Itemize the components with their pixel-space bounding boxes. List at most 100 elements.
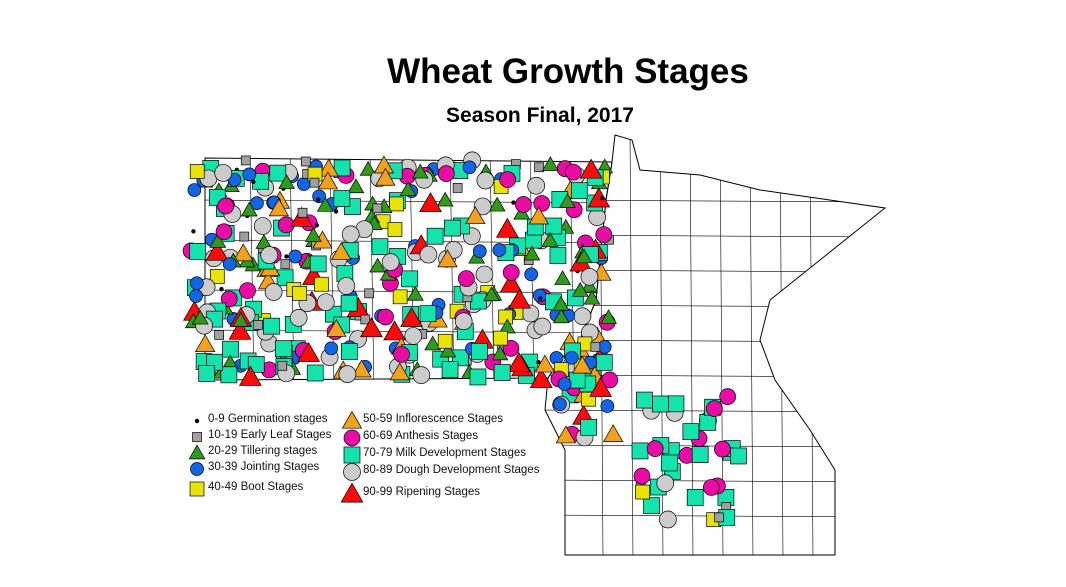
marker-triangle [317, 171, 339, 190]
marker-triangle [326, 318, 347, 337]
marker-circle [533, 195, 551, 212]
marker-square [471, 342, 488, 360]
marker-square [275, 340, 292, 358]
marker-triangle [194, 334, 216, 352]
marker-triangle [552, 295, 570, 311]
marker-triangle [579, 158, 603, 179]
marker-circle [412, 366, 431, 384]
marker-circle [719, 388, 737, 405]
legend-circle-icon [343, 463, 361, 481]
marker-circle [337, 277, 356, 295]
marker-dot [314, 223, 319, 228]
marker-square [340, 294, 358, 312]
marker-circle [633, 467, 651, 485]
marker-circle [187, 183, 202, 197]
marker-triangle [369, 257, 386, 273]
marker-square [595, 354, 613, 371]
marker-square [661, 454, 678, 472]
marker-triangle [209, 233, 227, 248]
marker-circle [338, 365, 357, 383]
marker-square [333, 190, 351, 207]
marker-triangle [559, 193, 576, 209]
marker-square [493, 364, 511, 381]
marker-circle [324, 341, 339, 356]
marker-circle [475, 265, 494, 284]
marker-square [714, 512, 724, 523]
marker-circle [595, 226, 613, 243]
marker-circle [189, 289, 203, 303]
marker-triangle [278, 174, 296, 189]
legend-square-icon [343, 446, 361, 464]
marker-circle [600, 399, 615, 413]
marker-triangle [375, 167, 396, 186]
marker-dot [511, 200, 516, 205]
marker-square [277, 360, 288, 371]
marker-triangle [534, 354, 556, 373]
marker-triangle [602, 424, 624, 442]
marker-triangle [411, 163, 429, 179]
marker-circle [214, 164, 233, 182]
marker-square [214, 330, 225, 340]
observation-markers [182, 151, 747, 529]
marker-circle [646, 440, 664, 457]
marker-square [240, 155, 251, 166]
legend-label: 0-9 Germination stages [208, 413, 328, 425]
marker-square [198, 365, 216, 382]
marker-circle [573, 307, 592, 326]
marker-triangle [555, 425, 577, 444]
marker-square [306, 364, 324, 382]
marker-square [682, 423, 700, 440]
marker-circle [462, 160, 477, 175]
marker-square [263, 317, 280, 335]
legend-triangle-icon [341, 410, 363, 429]
marker-square [443, 219, 461, 237]
marker-square [314, 276, 329, 292]
marker-square [635, 484, 650, 500]
marker-triangle [552, 308, 570, 324]
legend-dot-icon [194, 418, 200, 424]
marker-triangle [436, 191, 454, 207]
marker-triangle [304, 227, 322, 242]
marker-square [570, 182, 588, 200]
marker-circle [454, 312, 473, 331]
marker-triangle [297, 341, 321, 362]
legend-label: 40-49 Boot Stages [208, 481, 304, 493]
marker-triangle [239, 365, 262, 386]
marker-circle [533, 317, 552, 336]
legend-label: 90-99 Ripening Stages [363, 486, 480, 498]
marker-triangle [488, 196, 506, 212]
marker-square [426, 227, 444, 245]
marker-circle [502, 264, 520, 281]
marker-square [419, 305, 437, 322]
marker-square [276, 269, 294, 287]
marker-triangle [389, 362, 410, 381]
marker-square [667, 395, 685, 413]
marker-square [631, 442, 649, 460]
marker-triangle [439, 342, 457, 358]
marker-circle [527, 176, 546, 195]
marker-triangle [523, 245, 541, 261]
marker-square [730, 447, 747, 465]
marker-circle [499, 171, 517, 189]
legend-icons [188, 410, 364, 503]
marker-circle [341, 225, 360, 244]
marker-triangle [491, 345, 509, 361]
marker-square [333, 159, 351, 177]
marker-circle [316, 293, 335, 312]
marker-triangle [571, 281, 589, 297]
marker-circle [239, 282, 256, 299]
marker-square [341, 343, 358, 360]
marker-triangle [359, 160, 377, 176]
marker-triangle [529, 367, 553, 388]
marker-triangle [399, 181, 417, 196]
marker-triangle [400, 306, 423, 327]
marker-triangle [240, 201, 258, 217]
marker-square [392, 289, 408, 305]
marker-square [389, 196, 404, 212]
marker-circle [564, 350, 579, 365]
legend-square-icon [192, 432, 202, 442]
marker-triangle [541, 232, 559, 247]
marker-triangle [191, 309, 209, 325]
marker-circle [524, 267, 539, 282]
legend-label: 70-79 Milk Development Stages [363, 447, 526, 459]
